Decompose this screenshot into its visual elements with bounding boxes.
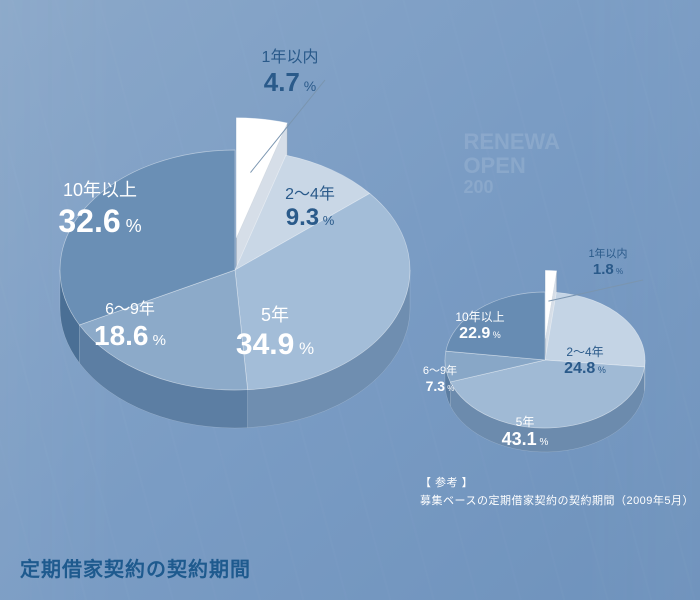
- ref-note-line1: 【 参考 】: [420, 477, 473, 489]
- reference-note: 【 参考 】 募集ベースの定期借家契約の契約期間（2009年5月）: [420, 475, 694, 510]
- page-title: 定期借家契約の契約期間: [20, 553, 251, 582]
- ref-note-line2: 募集ベースの定期借家契約の契約期間（2009年5月）: [420, 495, 694, 507]
